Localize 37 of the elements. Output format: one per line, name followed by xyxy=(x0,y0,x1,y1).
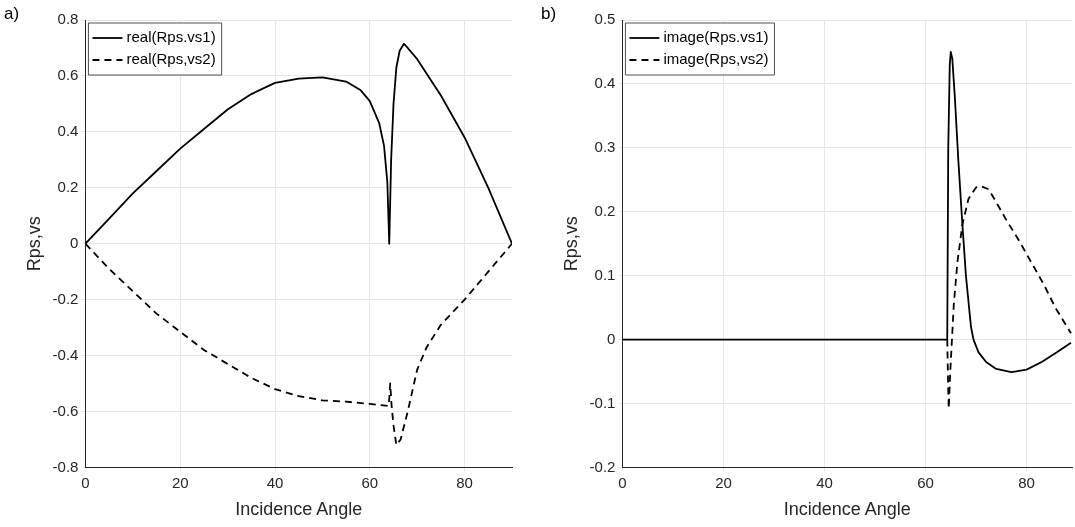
y-tick-label: 0.4 xyxy=(57,121,79,139)
y-tick-label: 0.4 xyxy=(594,74,616,92)
x-tick-label: 20 xyxy=(171,473,189,491)
y-tick-label: -0.4 xyxy=(52,345,79,363)
x-tick-label: 60 xyxy=(917,473,934,491)
y-axis-title: Rps,vs xyxy=(560,216,581,272)
y-tick-label: 0.1 xyxy=(594,265,616,283)
y-tick-label: 0.3 xyxy=(594,137,616,155)
y-tick-label: -0.2 xyxy=(589,457,616,475)
x-tick-label: 80 xyxy=(456,473,473,491)
y-axis-title: Rps,vs xyxy=(23,216,44,272)
y-tick-label: 0 xyxy=(607,329,616,347)
y-tick-label: 0.2 xyxy=(57,177,79,195)
y-tick-label: 0 xyxy=(70,233,79,251)
text: b) xyxy=(541,4,557,24)
x-axis-title: Incidence Angle xyxy=(235,499,363,520)
x-tick-label: 20 xyxy=(715,473,732,491)
x-tick-label: 0 xyxy=(618,473,627,491)
x-tick-label: 80 xyxy=(1018,473,1035,491)
y-tick-label: 0.8 xyxy=(57,10,79,28)
x-tick-label: 40 xyxy=(266,473,284,491)
legend-label: real(Rps,vs2) xyxy=(126,50,216,68)
y-tick-label: -0.6 xyxy=(52,401,79,419)
y-tick-label: -0.2 xyxy=(52,289,79,307)
y-tick-label: 0.2 xyxy=(594,201,616,219)
y-tick-label: -0.1 xyxy=(589,393,616,411)
x-tick-label: 60 xyxy=(361,473,379,491)
legend-label: real(Rps.vs1) xyxy=(126,28,216,46)
y-tick-label: -0.8 xyxy=(52,457,79,475)
x-tick-label: 40 xyxy=(816,473,833,491)
y-tick-label: 0.6 xyxy=(57,66,79,84)
x-tick-label: 0 xyxy=(81,473,90,491)
text: a) xyxy=(4,4,20,24)
x-axis-title: Incidence Angle xyxy=(783,499,911,520)
y-tick-label: 0.5 xyxy=(594,10,616,28)
legend-label: image(Rps.vs1) xyxy=(663,28,769,46)
legend-label: image(Rps,vs2) xyxy=(663,50,769,68)
